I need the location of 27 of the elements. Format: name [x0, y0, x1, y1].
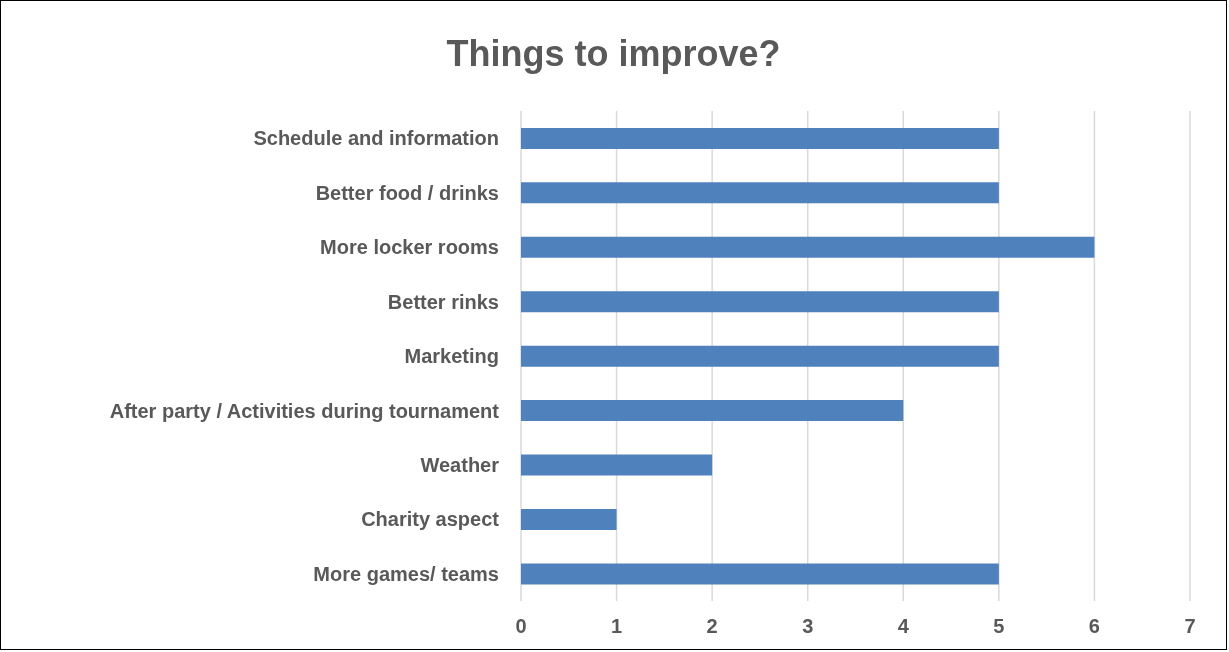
- x-tick-label: 5: [993, 615, 1005, 638]
- x-tick-label: 7: [1184, 615, 1196, 638]
- bar: [521, 345, 999, 367]
- bar: [521, 563, 999, 585]
- bar: [521, 291, 999, 313]
- chart-title: Things to improve?: [445, 33, 782, 75]
- x-tick-label: 1: [611, 615, 623, 638]
- bar: [521, 236, 1095, 258]
- x-tick-label: 2: [706, 615, 718, 638]
- bar: [521, 182, 999, 204]
- bar: [521, 508, 617, 530]
- x-tick-label: 0: [515, 615, 527, 638]
- x-tick-label: 4: [897, 615, 910, 638]
- x-tick-label: 6: [1088, 615, 1100, 638]
- y-tick-label: Schedule and information: [253, 127, 499, 150]
- y-tick-label: Weather: [420, 453, 500, 476]
- x-tick-label: 3: [802, 615, 814, 638]
- y-tick-label: Better rinks: [387, 290, 499, 313]
- y-tick-label: After party / Activities during tournament: [109, 399, 500, 422]
- y-tick-label: More locker rooms: [320, 236, 499, 259]
- y-tick-label: Marketing: [404, 345, 499, 368]
- bar: [521, 127, 999, 149]
- y-tick-label: Better food / drinks: [315, 181, 499, 204]
- y-tick-label: More games/ teams: [313, 562, 499, 585]
- y-tick-label: Charity aspect: [361, 508, 500, 531]
- bar: [521, 454, 713, 476]
- bar: [521, 400, 904, 422]
